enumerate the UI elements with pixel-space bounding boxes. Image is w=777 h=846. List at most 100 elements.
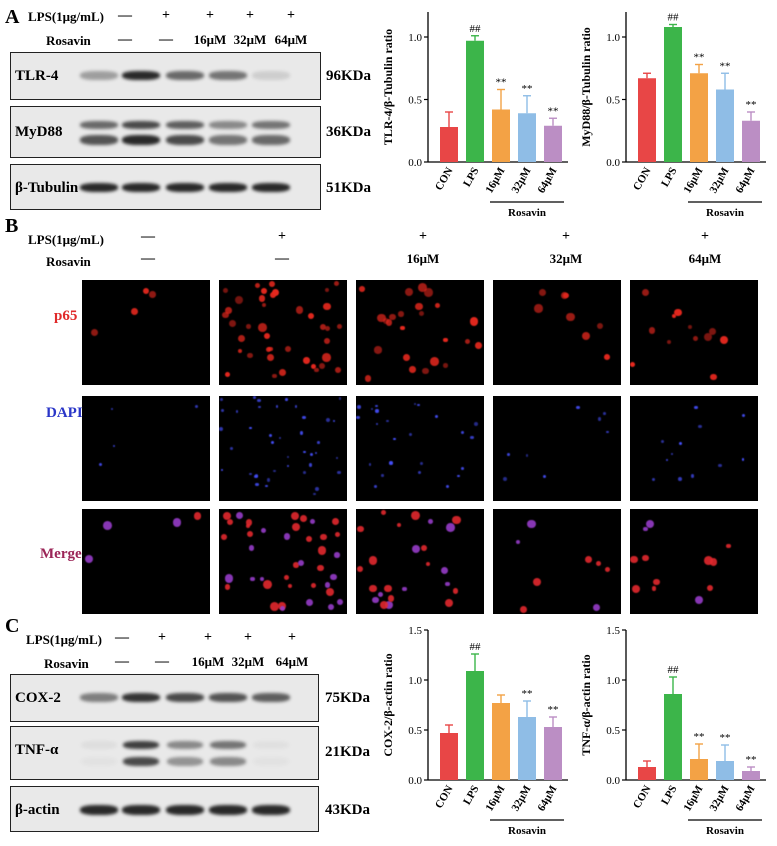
cell-dot — [356, 415, 360, 420]
band — [166, 121, 204, 129]
micrograph-p65-2 — [356, 280, 484, 385]
significance-3: ** — [720, 732, 731, 744]
cell-dot — [327, 603, 335, 611]
micrograph-p65-1 — [219, 280, 347, 385]
cell-dot — [415, 302, 423, 311]
cell-dot — [306, 535, 313, 543]
cell-dot — [317, 565, 324, 572]
cell-dot — [420, 544, 427, 551]
micrograph-dapi-1 — [219, 396, 347, 501]
bar-4 — [544, 727, 562, 780]
band — [209, 693, 247, 702]
cell-dot — [671, 452, 674, 455]
band — [122, 183, 160, 192]
cell-dot — [257, 322, 267, 332]
cell-dot — [427, 519, 433, 525]
x-tick-label-3: 32μM — [509, 165, 534, 195]
cell-dot — [424, 288, 433, 297]
cell-dot — [326, 418, 331, 423]
cell-dot — [334, 552, 340, 558]
cell-dot — [576, 405, 580, 410]
cell-dot — [582, 331, 591, 340]
cell-dot — [630, 362, 636, 368]
cell-dot — [519, 605, 528, 613]
chart-cox2-ratio: COX-2/β-actin ratio 0.0 0.5 1.0 1.5 CON ## LPS 1… — [381, 625, 568, 837]
cell-dot — [679, 442, 683, 445]
band — [122, 805, 160, 815]
band — [81, 741, 117, 749]
panel-c-lps-mark-4: + — [288, 630, 296, 645]
cell-dot — [245, 324, 251, 329]
band — [209, 805, 247, 815]
cell-dot — [245, 518, 253, 526]
band — [209, 71, 247, 80]
cell-dot — [286, 465, 289, 468]
cell-dot — [365, 375, 372, 382]
kda-tubulin: 51KDa — [326, 180, 371, 196]
band — [209, 135, 247, 145]
cell-dot — [665, 458, 668, 462]
cell-dot — [229, 446, 233, 450]
cell-dot — [643, 526, 648, 532]
cell-dot — [284, 397, 288, 401]
cell-dot — [372, 596, 379, 604]
micrograph-merge-3 — [493, 509, 621, 614]
cell-dot — [268, 280, 276, 288]
protein-label-myd88: MyD88 — [15, 124, 63, 140]
panel-c-lps-mark-0: — — [115, 630, 129, 645]
cell-dot — [566, 312, 575, 322]
cell-dot — [261, 287, 267, 294]
cell-dot — [249, 576, 255, 582]
blot-tlr4 — [10, 52, 321, 100]
protein-label-tubulin: β-Tubulin — [15, 180, 79, 196]
x-tick-label-1: LPS — [461, 784, 481, 807]
cell-dot — [370, 407, 374, 411]
cell-dot — [379, 600, 389, 610]
cell-dot — [257, 398, 261, 403]
panel-b-lps-mark-3: + — [562, 229, 570, 244]
y-axis-label: TNF-α/β-actin ratio — [579, 654, 593, 755]
cell-dot — [389, 313, 397, 321]
significance-2: ** — [694, 52, 705, 64]
cell-dot — [302, 415, 306, 420]
x-tick-label-2: 16μM — [681, 165, 706, 195]
protein-label-cox2: COX-2 — [15, 690, 61, 706]
y-axis-label: TLR-4/β-Tubulin ratio — [381, 29, 395, 145]
y-tick-label: 1.0 — [408, 675, 422, 687]
cell-dot — [319, 324, 326, 331]
cell-dot — [131, 307, 139, 315]
cell-dot — [561, 292, 568, 299]
band — [122, 135, 160, 145]
cell-dot — [376, 423, 379, 426]
band — [252, 805, 290, 815]
y-tick-label: 0.5 — [408, 725, 422, 737]
chart-myd88-ratio: MyD88/β-Tubulin ratio 0.0 0.5 1.0 CON ## LPS **… — [579, 12, 766, 219]
cell-dot — [317, 441, 320, 444]
cell-dot — [270, 441, 274, 445]
cell-dot — [452, 515, 461, 525]
band — [123, 741, 159, 749]
band — [252, 71, 290, 80]
cell-dot — [303, 357, 310, 364]
cell-dot — [703, 332, 712, 342]
cell-dot — [443, 363, 449, 369]
cell-dot — [645, 519, 654, 529]
band — [166, 135, 204, 145]
bar-0 — [638, 78, 656, 162]
cell-dot — [741, 458, 745, 461]
kda-actin: 43KDa — [325, 802, 370, 818]
cell-dot — [411, 510, 421, 520]
panel-a-rosavin-mark-4: 64μM — [274, 32, 308, 47]
x-tick-label-1: LPS — [461, 166, 481, 189]
cell-dot — [380, 509, 387, 516]
cell-dot — [291, 522, 301, 532]
band — [210, 741, 246, 749]
cell-dot — [235, 296, 244, 305]
cell-dot — [368, 463, 372, 467]
cell-dot — [311, 582, 317, 588]
blot-tubulin — [10, 164, 321, 210]
cell-dot — [603, 353, 610, 360]
cell-dot — [422, 368, 429, 375]
kda-tnfa: 21KDa — [325, 744, 370, 760]
cell-dot — [375, 409, 379, 413]
